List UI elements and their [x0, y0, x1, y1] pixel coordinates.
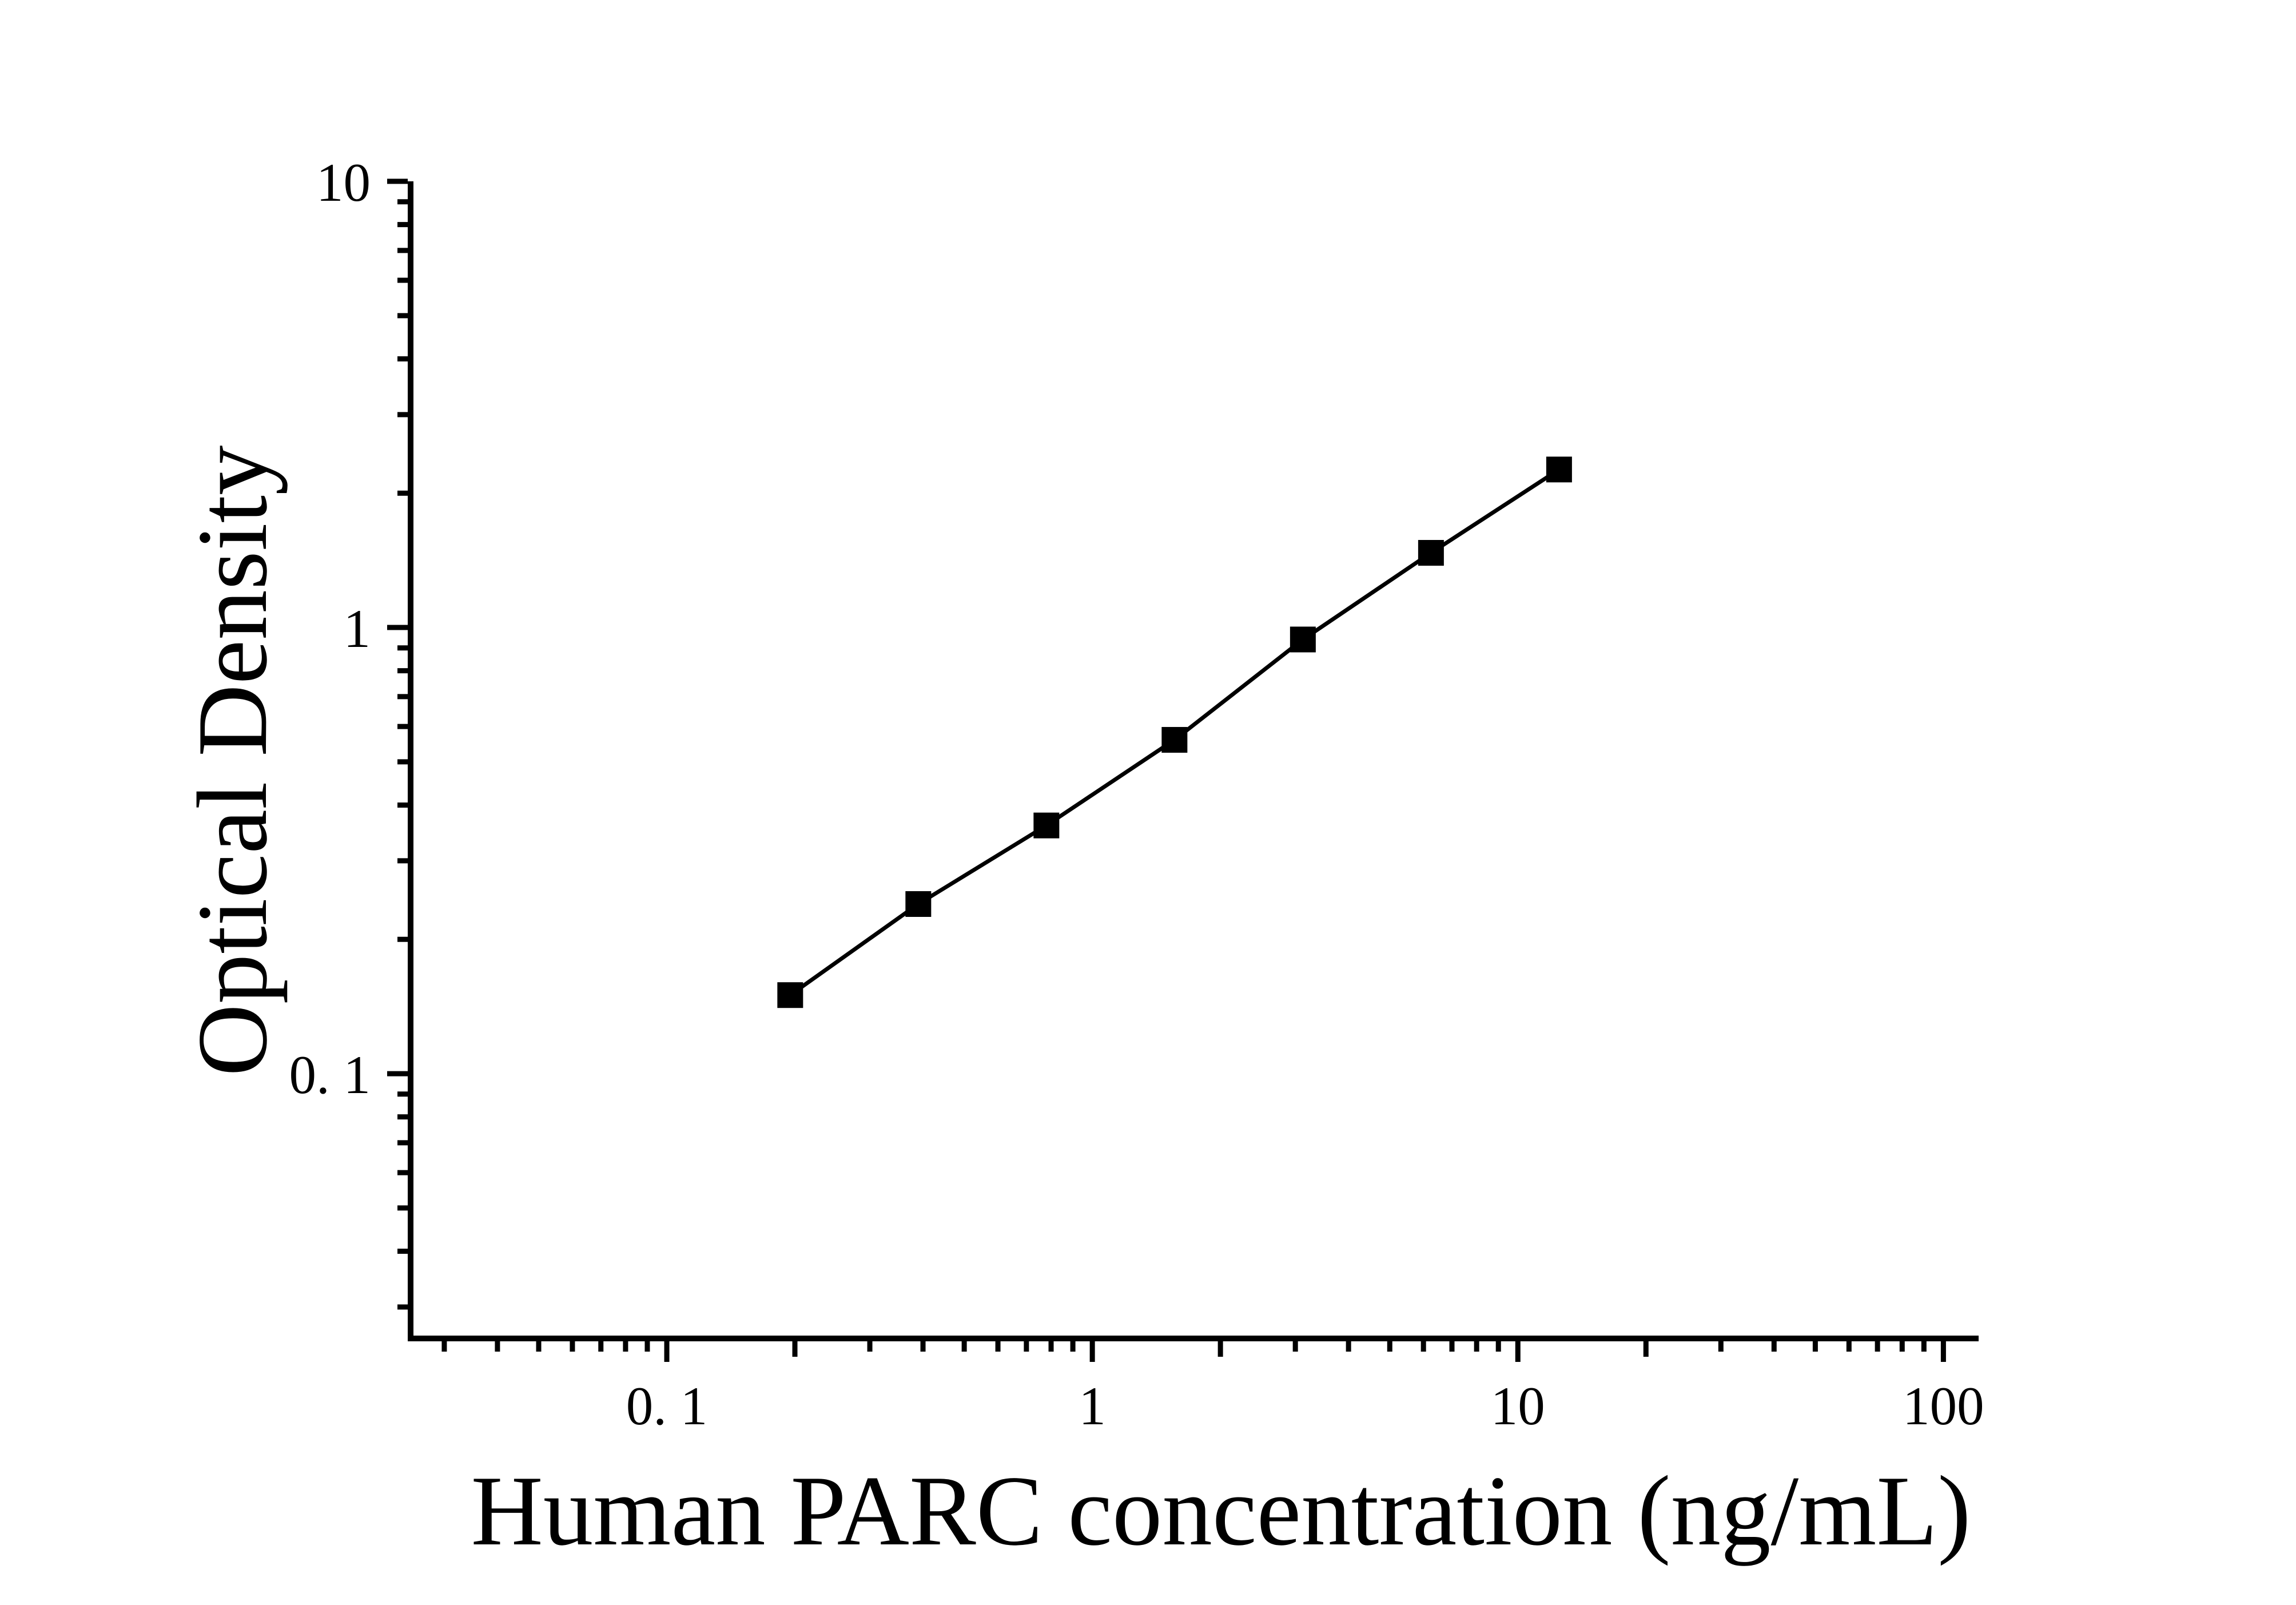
- data-point-marker: [1418, 540, 1444, 566]
- axes: [387, 178, 1979, 1362]
- data-point-marker: [777, 982, 803, 1008]
- x-tick-label: 0. 1: [626, 1376, 708, 1436]
- tick-labels: 0. 1 1 10 100 0. 1 1 10: [289, 152, 1984, 1436]
- y-tick-label: 1: [344, 598, 371, 659]
- x-tick-label: 10: [1491, 1376, 1545, 1436]
- x-tick-label: 1: [1079, 1376, 1106, 1436]
- x-tick-label: 100: [1903, 1376, 1984, 1436]
- data-point-marker: [1033, 812, 1060, 839]
- y-axis-title: Optical Density: [177, 445, 288, 1076]
- data-point-marker: [905, 891, 932, 917]
- data-point-marker: [1546, 456, 1572, 483]
- data-series: [777, 456, 1572, 1008]
- y-tick-label: 10: [316, 152, 371, 213]
- y-tick-label: 0. 1: [289, 1044, 371, 1105]
- data-point-marker: [1290, 626, 1316, 653]
- data-point-marker: [1161, 726, 1188, 753]
- x-axis-title: Human PARC concentration (ng/mL): [471, 1455, 1971, 1566]
